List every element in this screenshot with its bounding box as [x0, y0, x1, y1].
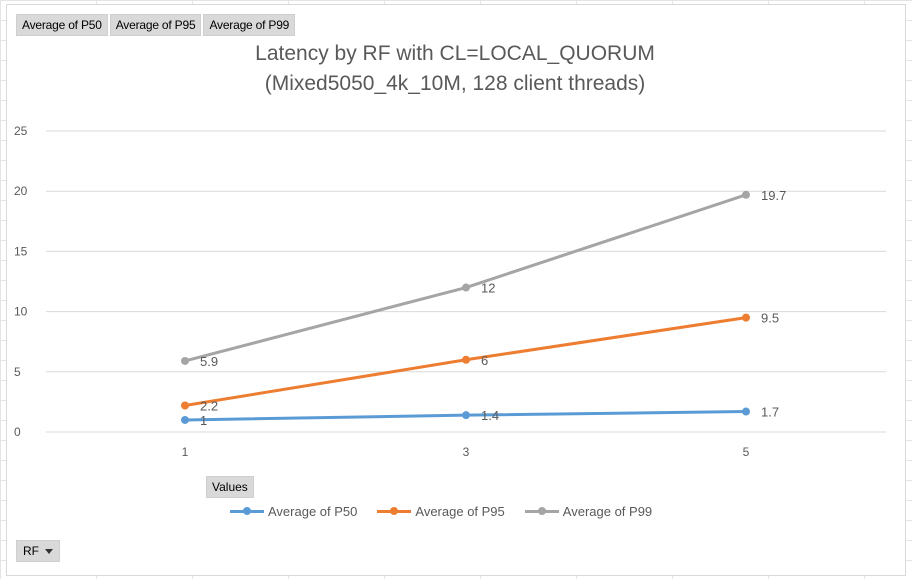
data-label-p99: 19.7 [761, 188, 786, 203]
field-button-p50[interactable]: Average of P50 [16, 14, 108, 36]
data-label-p99: 12 [481, 281, 495, 296]
chart-legend: Average of P50 Average of P95 Average of… [230, 504, 652, 519]
data-point-p95 [181, 401, 189, 410]
data-label-p50: 1.7 [761, 405, 779, 420]
values-field-button[interactable]: Values [206, 476, 254, 498]
data-label-p95: 2.2 [200, 399, 218, 414]
legend-item-p50[interactable]: Average of P50 [230, 504, 357, 519]
data-point-p99 [462, 283, 470, 292]
y-tick-label: 10 [14, 305, 28, 319]
series-line-p99 [184, 193, 747, 363]
y-tick-label: 15 [14, 244, 28, 258]
legend-swatch-p50 [230, 507, 264, 515]
chart-title: Latency by RF with CL=LOCAL_QUORUM [255, 42, 655, 65]
x-tick-label: 3 [463, 445, 470, 459]
x-tick-label: 1 [182, 445, 189, 459]
data-label-p95: 6 [481, 353, 488, 368]
legend-label-p95: Average of P95 [415, 504, 505, 519]
field-button-p99[interactable]: Average of P99 [203, 14, 296, 36]
data-point-p50 [181, 415, 189, 424]
rf-field-label: RF [23, 544, 39, 558]
pivot-value-field-buttons: Average of P50 Average of P95 Average of… [16, 14, 296, 36]
data-point-p50 [742, 407, 750, 416]
legend-swatch-p99 [524, 507, 559, 515]
legend-label-p50: Average of P50 [268, 504, 358, 519]
y-tick-label: 20 [14, 184, 28, 198]
chevron-down-icon [45, 548, 53, 554]
data-point-p50 [462, 411, 470, 420]
y-tick-label: 25 [14, 124, 28, 138]
data-point-p99 [742, 190, 750, 199]
x-tick-label: 5 [743, 445, 750, 459]
data-point-p99 [181, 356, 189, 365]
data-label-p99: 5.9 [200, 354, 218, 369]
data-point-p95 [742, 313, 750, 322]
rf-axis-field-button[interactable]: RF [16, 540, 60, 562]
field-button-p95[interactable]: Average of P95 [109, 14, 202, 36]
data-label-p50: 1 [200, 413, 207, 428]
y-tick-label: 5 [14, 365, 21, 379]
y-tick-label: 0 [14, 425, 21, 439]
legend-item-p99[interactable]: Average of P99 [524, 504, 653, 519]
legend-swatch-p95 [377, 507, 412, 515]
chart-subtitle: (Mixed5050_4k_10M, 128 client threads) [264, 72, 646, 95]
legend-item-p95[interactable]: Average of P95 [377, 504, 505, 519]
data-point-p95 [462, 355, 470, 364]
data-label-p95: 9.5 [761, 311, 779, 326]
data-label-p50: 1.4 [481, 408, 499, 423]
legend-label-p99: Average of P99 [562, 504, 653, 519]
